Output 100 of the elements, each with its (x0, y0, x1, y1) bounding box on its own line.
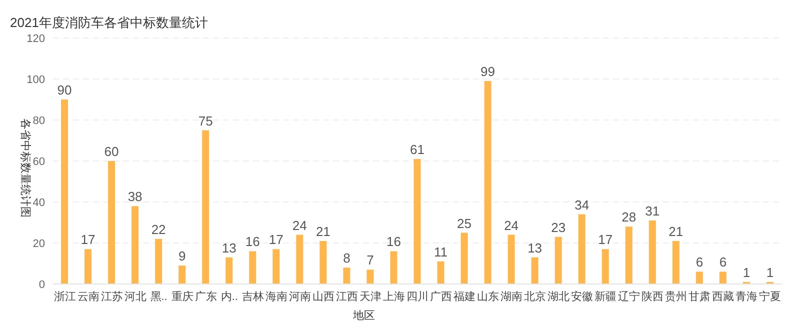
data-label: 21 (668, 224, 684, 239)
x-tick-label: 广西 (430, 290, 452, 303)
data-label: 17 (268, 232, 284, 248)
bar (132, 206, 139, 284)
bar (61, 100, 68, 284)
chart-title: 2021年度消防车各省中标数量统计 (10, 14, 208, 32)
bar (602, 249, 609, 284)
y-tick-label: 20 (32, 238, 45, 250)
x-tick-label: 安徽 (571, 290, 594, 303)
bar (648, 220, 656, 284)
bar (554, 236, 562, 284)
x-tick-label: 新疆 (594, 290, 617, 303)
data-label: 75 (198, 113, 213, 128)
x-tick-label: 宁夏 (759, 290, 782, 303)
data-label: 23 (551, 220, 566, 235)
data-label: 1 (766, 264, 774, 280)
bar (508, 234, 515, 284)
bar (202, 130, 210, 284)
x-tick-label: 浙江 (54, 290, 76, 303)
data-label: 1 (742, 264, 750, 280)
x-tick-label: 海南 (265, 290, 288, 303)
data-label: 8 (343, 250, 350, 266)
bar (719, 272, 726, 284)
bar (249, 251, 256, 284)
data-label: 38 (128, 189, 142, 204)
x-tick-label: 山东 (477, 290, 500, 303)
data-label: 6 (696, 254, 704, 270)
y-tick-label: 40 (32, 196, 45, 209)
data-label: 16 (245, 234, 260, 250)
data-label: 16 (386, 234, 401, 250)
data-label: 6 (719, 254, 727, 270)
x-tick-label: 内.. (220, 290, 238, 303)
data-label: 7 (366, 252, 374, 268)
x-tick-label: 黑.. (150, 290, 168, 303)
x-tick-label: 四川 (406, 290, 428, 303)
data-label: 17 (80, 232, 96, 248)
bar (84, 249, 92, 284)
data-label: 31 (645, 203, 660, 218)
y-axis-title: 各省中标数量统计图 (19, 118, 32, 218)
data-label: 13 (528, 240, 542, 256)
bar (343, 268, 350, 284)
data-label: 24 (292, 218, 307, 233)
x-tick-label: 陕西 (642, 290, 664, 303)
data-label: 99 (480, 64, 496, 80)
data-label: 9 (178, 248, 186, 264)
x-tick-label: 湖南 (500, 290, 523, 303)
x-tick-label: 北京 (524, 290, 546, 303)
y-tick-label: 60 (32, 156, 45, 168)
x-tick-label: 河北 (124, 290, 146, 303)
x-tick-label: 江西 (336, 290, 358, 303)
x-tick-label: 吉林 (242, 290, 264, 303)
x-tick-label: 广东 (194, 290, 217, 303)
bar (672, 240, 680, 284)
data-label: 22 (151, 222, 166, 237)
x-tick-label: 贵州 (665, 290, 688, 303)
data-label: 25 (457, 216, 472, 231)
data-label: 17 (598, 232, 613, 248)
data-label: 13 (222, 240, 236, 256)
bar (390, 251, 398, 284)
bar (531, 257, 538, 284)
x-tick-label: 江苏 (100, 290, 123, 303)
bar (460, 232, 468, 284)
bar (578, 214, 586, 284)
bar (226, 257, 233, 284)
x-tick-label: 河南 (288, 290, 311, 303)
bar (178, 266, 186, 284)
data-label: 21 (316, 224, 330, 239)
bar (366, 270, 374, 284)
x-tick-label: 天津 (359, 290, 382, 303)
x-axis-title: 地区 (353, 309, 375, 323)
bar (484, 81, 492, 284)
x-tick-label: 青海 (736, 290, 758, 303)
x-tick-label: 西藏 (712, 290, 734, 303)
x-tick-label: 云南 (77, 290, 100, 303)
bar (320, 240, 327, 284)
bar (155, 238, 162, 284)
x-tick-label: 湖北 (548, 290, 570, 303)
data-label: 34 (574, 197, 590, 212)
x-tick-label: 上海 (382, 290, 405, 303)
y-tick-label: 120 (26, 32, 45, 45)
bar (625, 226, 632, 284)
x-tick-label: 甘肃 (688, 290, 711, 303)
y-tick-label: 100 (26, 74, 45, 86)
bar (414, 158, 421, 284)
data-label: 28 (622, 210, 636, 225)
x-tick-label: 福建 (454, 290, 476, 303)
data-label: 90 (57, 82, 72, 98)
bar (272, 249, 280, 284)
x-tick-label: 辽宁 (618, 290, 640, 303)
bar (437, 261, 444, 284)
y-tick-label: 80 (32, 114, 45, 127)
y-tick-label: 0 (38, 278, 45, 291)
x-tick-label: 山西 (312, 290, 334, 303)
data-label: 11 (434, 244, 448, 260)
bar (296, 234, 304, 284)
bar (696, 272, 703, 284)
data-label: 60 (104, 144, 119, 159)
x-tick-label: 重庆 (171, 290, 194, 303)
bar (108, 161, 116, 284)
data-label: 61 (410, 142, 424, 157)
